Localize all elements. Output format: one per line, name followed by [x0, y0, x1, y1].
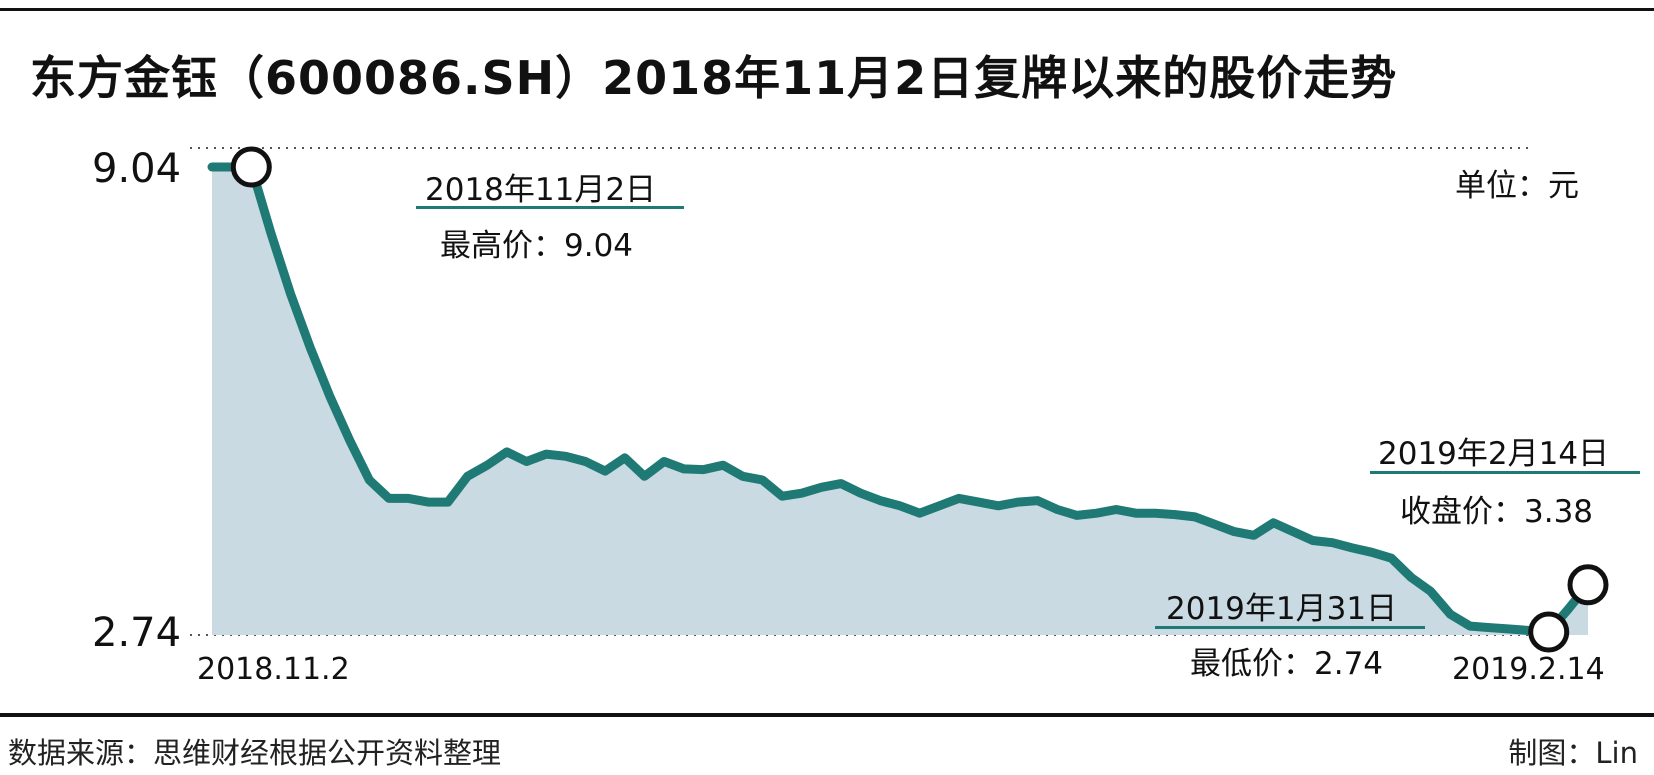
price-area-fill — [212, 167, 1588, 635]
annotation-close-value: 收盘价：3.38 — [1400, 494, 1594, 530]
annotation-max-date: 2018年11月2日 — [425, 172, 657, 208]
bottom-rule — [0, 713, 1654, 717]
data-source: 数据来源：思维财经根据公开资料整理 — [8, 736, 502, 770]
marker-close — [1567, 564, 1609, 606]
annotation-min-value: 最低价：2.74 — [1190, 646, 1384, 682]
y-tick-min: 2.74 — [92, 610, 182, 656]
unit-label: 单位：元 — [1455, 168, 1579, 204]
marker-min — [1528, 611, 1570, 653]
annotation-close-rule — [1370, 471, 1640, 474]
top-rule — [0, 8, 1654, 11]
annotation-max-rule — [416, 206, 684, 209]
marker-max — [230, 146, 272, 188]
x-tick-start: 2018.11.2 — [197, 652, 350, 687]
chart-credit: 制图：Lin — [1508, 736, 1638, 770]
y-tick-max: 9.04 — [92, 146, 182, 192]
price-line — [207, 162, 1593, 637]
x-tick-end: 2019.2.14 — [1452, 652, 1605, 687]
chart-title: 东方金钰（600086.SH）2018年11月2日复牌以来的股价走势 — [30, 51, 1398, 105]
annotation-close-date: 2019年2月14日 — [1378, 436, 1610, 472]
annotation-min-date: 2019年1月31日 — [1166, 591, 1398, 627]
annotation-min-rule — [1155, 626, 1425, 629]
annotation-max-value: 最高价：9.04 — [440, 228, 634, 264]
